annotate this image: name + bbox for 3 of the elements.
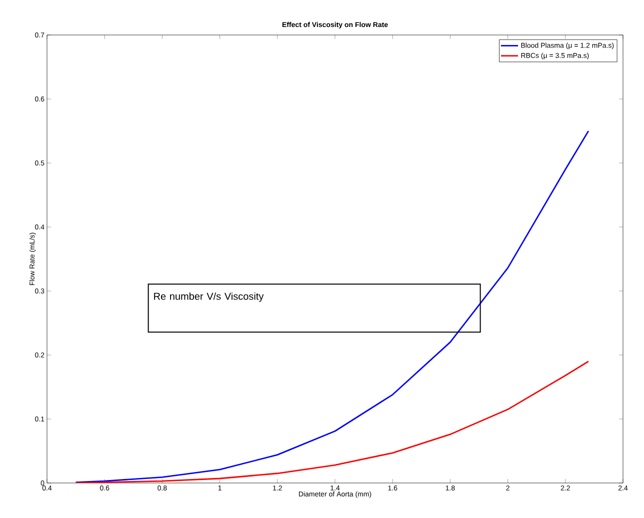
annotation: Re number V/s Viscosity bbox=[154, 292, 264, 302]
line-series bbox=[75, 130, 590, 483]
line-series bbox=[75, 360, 590, 483]
